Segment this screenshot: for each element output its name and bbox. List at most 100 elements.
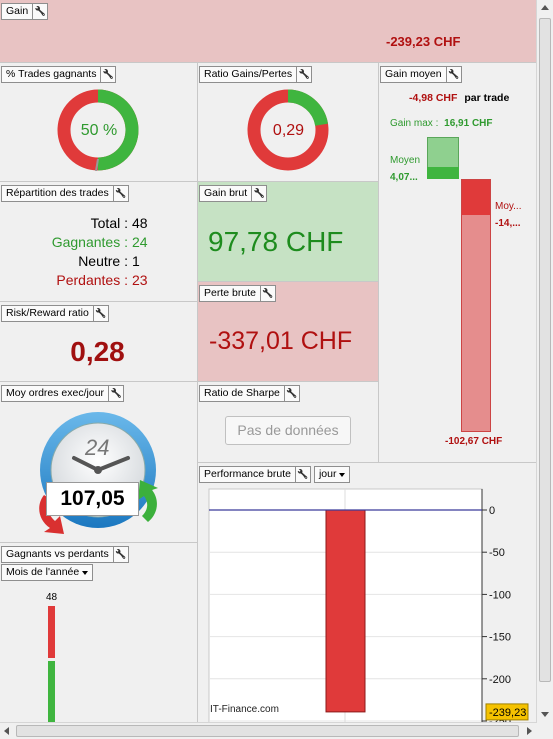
clock-icon <box>39 412 158 534</box>
pct-trades-panel: % Trades gagnants 50 % <box>0 63 198 182</box>
wrench-icon[interactable] <box>446 66 462 83</box>
gain-brut-panel: Gain brut 97,78 CHF <box>198 182 379 282</box>
h-scroll-thumb[interactable] <box>16 725 519 737</box>
win-value: 24 <box>132 234 148 250</box>
trade-stats: Total : 48 Gagnantes : 24 Neutre : 1 Per… <box>0 214 197 290</box>
scroll-down-arrow[interactable] <box>541 712 549 717</box>
chevron-down-icon <box>82 570 89 575</box>
total-label: Total : <box>90 215 128 231</box>
win-row: Gagnantes : 24 <box>0 233 197 252</box>
current-value-label: -239,23 <box>489 707 526 719</box>
gain-max-label: Gain max : <box>390 118 439 129</box>
y-tick-label: -50 <box>489 547 505 559</box>
neutral-row: Neutre : 1 <box>0 252 197 271</box>
gvp-win-bar <box>48 661 55 723</box>
neutral-label: Neutre : <box>78 253 128 269</box>
wrench-icon[interactable] <box>93 305 109 322</box>
gvp-top-label: 48 <box>46 592 58 603</box>
moy-neg-label: Moy... <box>495 201 522 212</box>
gain-brut-value: 97,78 CHF <box>208 226 344 257</box>
scroll-up-arrow[interactable] <box>541 5 549 10</box>
wrench-icon[interactable] <box>101 66 117 83</box>
wrench-icon[interactable] <box>113 185 129 202</box>
gain-panel: Gain -239,23 CHF <box>0 0 537 63</box>
moyen-label: Moyen <box>390 155 421 166</box>
repartition-label: Répartition des trades <box>1 185 114 202</box>
vertical-scrollbar[interactable] <box>536 0 553 723</box>
risk-reward-value: 0,28 <box>70 336 125 367</box>
performance-bar <box>325 509 366 713</box>
gain-max-value: 16,91 CHF <box>444 118 493 129</box>
no-data-button[interactable]: Pas de données <box>225 416 351 445</box>
y-tick-label: -200 <box>489 674 511 686</box>
chevron-down-icon <box>339 472 346 477</box>
loss-label: Perdantes : <box>56 272 128 288</box>
perte-brute-value: -337,01 CHF <box>209 327 353 355</box>
risk-reward-label: Risk/Reward ratio <box>1 305 94 322</box>
win-rate-donut <box>57 89 139 171</box>
pct-trades-label: % Trades gagnants <box>1 66 102 83</box>
y-tick-label: -100 <box>489 589 511 601</box>
risk-reward-panel: Risk/Reward ratio 0,28 <box>0 302 198 382</box>
wrench-icon[interactable] <box>260 285 276 302</box>
wrench-icon[interactable] <box>33 3 49 20</box>
moy-ordres-label: Moy ordres exec/jour <box>1 385 110 402</box>
loss-value: 23 <box>132 272 148 288</box>
win-rate-value: 50 % <box>80 122 118 139</box>
y-tick-label: -150 <box>489 632 511 644</box>
loss-range-bar <box>461 179 491 432</box>
avg-gain-value: -4,98 CHF <box>409 92 458 104</box>
period-dropdown[interactable]: jour <box>313 466 351 483</box>
gvp-label: Gagnants vs perdants <box>1 546 114 563</box>
avg-gain-line: -4,98 CHF par trade <box>409 92 509 104</box>
y-tick-label: 0 <box>489 505 495 517</box>
gain-title: Gain <box>1 3 49 20</box>
scroll-left-arrow[interactable] <box>4 727 9 735</box>
scroll-thumb[interactable] <box>539 18 551 682</box>
moy-ordres-value: 107,05 <box>60 487 125 510</box>
gain-value: -239,23 CHF <box>386 34 461 49</box>
perte-brute-panel: Perte brute -337,01 CHF <box>198 282 379 382</box>
wrench-icon[interactable] <box>284 385 300 402</box>
min-value: -102,67 CHF <box>445 436 503 447</box>
horizontal-scrollbar[interactable] <box>0 722 537 739</box>
ratio-label: Ratio Gains/Pertes <box>199 66 298 83</box>
wrench-icon[interactable] <box>252 185 268 202</box>
performance-label: Performance brute <box>199 466 296 483</box>
perte-brute-label: Perte brute <box>199 285 261 302</box>
clock-label: 24 <box>85 435 110 460</box>
moyen-value: 4,07... <box>390 172 418 183</box>
scroll-right-arrow[interactable] <box>527 727 532 735</box>
moy-ordres-panel: Moy ordres exec/jour 24 107,05 <box>0 382 198 543</box>
wrench-icon[interactable] <box>297 66 313 83</box>
current-value-marker <box>485 703 529 721</box>
per-trade-label: par trade <box>464 92 510 104</box>
ratio-donut <box>247 89 329 171</box>
win-label: Gagnantes : <box>51 234 128 250</box>
gvp-period-dropdown[interactable]: Mois de l'année <box>1 564 94 581</box>
gain-label: Gain <box>1 3 34 20</box>
total-value: 48 <box>132 215 148 231</box>
sharpe-panel: Ratio de Sharpe Pas de données <box>198 382 379 463</box>
ratio-panel: Ratio Gains/Pertes 0,29 <box>198 63 379 182</box>
gain-moyen-panel: Gain moyen -4,98 CHF par trade Gain max … <box>379 63 537 463</box>
gain-moyen-label: Gain moyen <box>380 66 447 83</box>
moy-neg-value: -14,... <box>495 218 521 229</box>
chart-watermark: IT-Finance.com <box>210 704 279 715</box>
wrench-icon[interactable] <box>109 385 125 402</box>
wrench-icon[interactable] <box>295 466 311 483</box>
gain-brut-label: Gain brut <box>199 185 253 202</box>
scroll-corner <box>537 723 553 739</box>
avg-gain-bar <box>427 167 459 179</box>
gvp-panel: Gagnants vs perdants Mois de l'année 48 <box>0 543 198 723</box>
performance-chart: 0-50-100-150-200-250-239,23 <box>208 488 529 723</box>
repartition-panel: Répartition des trades Total : 48 Gagnan… <box>0 182 198 302</box>
gvp-period-value: Mois de l'année <box>6 566 80 578</box>
moy-ordres-value-box: 107,05 <box>46 482 139 516</box>
period-value: jour <box>318 468 337 480</box>
loss-row: Perdantes : 23 <box>0 271 197 290</box>
wrench-icon[interactable] <box>113 546 129 563</box>
gain-max-line: Gain max : 16,91 CHF <box>390 118 493 129</box>
ratio-value: 0,29 <box>272 122 305 139</box>
total-row: Total : 48 <box>0 214 197 233</box>
